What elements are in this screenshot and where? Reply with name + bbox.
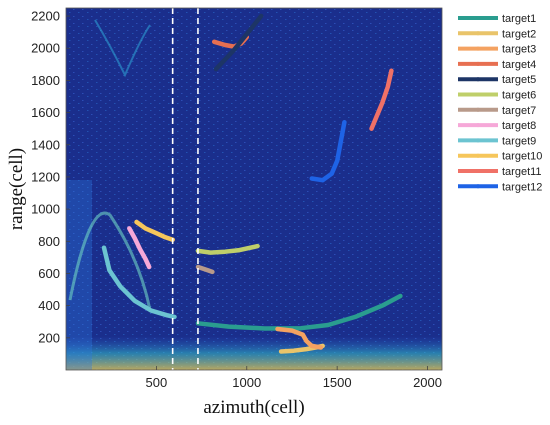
top-left-clutter-streak: [94, 19, 151, 78]
legend-label-target5: target5: [502, 74, 536, 86]
plot-frame: [65, 7, 443, 371]
y-tick-label: 1600: [31, 105, 60, 120]
x-axis-ticks: 500 1000 1500 2000: [146, 366, 442, 390]
dashed-guide-lines: [171, 8, 199, 370]
legend-label-target2: target2: [502, 28, 536, 40]
legend-label-target12: target12: [502, 181, 542, 193]
legend-marker-target3: [476, 46, 480, 51]
series-line-target1: [195, 293, 403, 331]
y-tick-label: 800: [38, 234, 60, 249]
legend-marker-target4: [476, 61, 480, 66]
x-tick-label: 1500: [323, 375, 352, 390]
y-tick-label: 600: [38, 266, 60, 281]
legend-label-target8: target8: [502, 120, 536, 132]
series-line-target5: [213, 13, 264, 72]
series-line-target6: [195, 243, 260, 255]
left-clutter-strip: [66, 180, 92, 370]
y-tick-label: 400: [38, 298, 60, 313]
legend-label-target11: target11: [502, 166, 542, 178]
legend-label-target4: target4: [502, 59, 536, 71]
legend-marker-target12: [476, 184, 480, 189]
y-tick-label: 1200: [31, 169, 60, 184]
legend-label-target10: target10: [502, 151, 542, 163]
legend: target1 target2 target3 target4 target5 targe…: [458, 13, 542, 193]
series-line-target8: [127, 226, 152, 270]
clutter-speckle: [66, 8, 442, 370]
y-tick-label: 200: [38, 330, 60, 345]
legend-marker-target5: [476, 77, 480, 82]
series-line-target9: [101, 245, 177, 320]
bottom-clutter-band: [66, 336, 442, 370]
legend-marker-target7: [476, 107, 480, 112]
legend-marker-target8: [476, 123, 480, 128]
legend-marker-target11: [476, 169, 480, 173]
legend-label-target3: target3: [502, 44, 536, 56]
series-layer: [101, 13, 403, 354]
series-line-target12: [309, 119, 347, 183]
plot-area: [65, 7, 443, 371]
x-tick-label: 1000: [232, 375, 261, 390]
y-tick-label: 2200: [31, 9, 60, 24]
left-clutter-arc: [68, 211, 152, 311]
y-axis-ticks: 200 400 600 800 1000 1200 1400 1600 1800 2000 2200: [31, 9, 70, 345]
x-tick-label: 2000: [413, 375, 442, 390]
legend-marker-target10: [476, 153, 480, 158]
y-axis-label: range(cell): [6, 148, 27, 230]
series-line-target3: [275, 326, 324, 350]
y-tick-label: 2000: [31, 41, 60, 56]
legend-label-target1: target1: [502, 13, 536, 25]
legend-label-target7: target7: [502, 105, 536, 117]
y-tick-label: 1400: [31, 137, 60, 152]
legend-marker-target6: [476, 92, 480, 97]
legend-marker-target9: [476, 138, 480, 143]
series-line-target7: [195, 264, 215, 275]
legend-label-target6: target6: [502, 90, 536, 102]
series-line-target10: [134, 219, 175, 242]
legend-marker-target1: [476, 16, 480, 20]
series-line-target11: [369, 68, 394, 131]
x-axis-label: azimuth(cell): [203, 397, 304, 418]
x-tick-label: 500: [146, 375, 168, 390]
y-tick-label: 1800: [31, 73, 60, 88]
y-tick-label: 1000: [31, 202, 60, 217]
legend-label-target9: target9: [502, 135, 536, 147]
clutter-layer: [66, 19, 442, 370]
legend-marker-target2: [476, 31, 480, 36]
